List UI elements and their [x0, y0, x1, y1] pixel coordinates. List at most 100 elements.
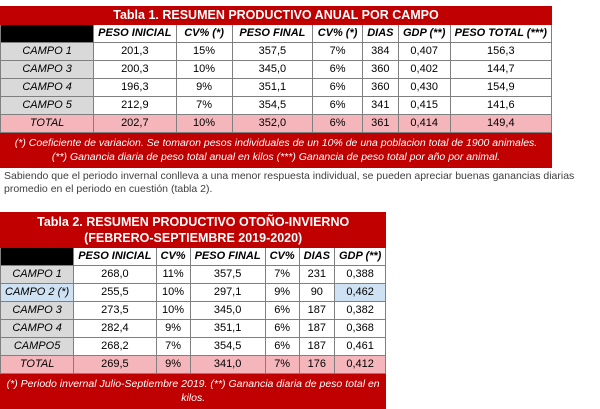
- table-cell: 0,461: [333, 337, 387, 356]
- table-1-header: PESO INICIAL: [93, 24, 177, 43]
- table-row: CAMPO5 268,2 7% 354,5 6% 187 0,461: [0, 337, 387, 356]
- table-cell: 176: [298, 355, 335, 374]
- table-cell: 352,0: [231, 114, 314, 133]
- table-1-footnote: (*) Coeficiente de variacion. Se tomaron…: [0, 132, 552, 168]
- table-cell: 361: [361, 114, 399, 133]
- table-cell: 15%: [175, 42, 233, 61]
- table-cell: 273,5: [73, 301, 157, 320]
- table-cell: 0,415: [397, 96, 451, 115]
- total-label: TOTAL: [0, 114, 95, 133]
- table-cell: 0,414: [397, 114, 451, 133]
- table-cell: 9%: [175, 78, 233, 97]
- table-cell: 7%: [312, 42, 363, 61]
- table-2-title-line1: Tabla 2. RESUMEN PRODUCTIVO OTOÑO-INVIER…: [37, 215, 350, 229]
- table-cell: 212,9: [93, 96, 177, 115]
- table-1-title: Tabla 1. RESUMEN PRODUCTIVO ANUAL POR CA…: [0, 6, 552, 25]
- table-cell: 7%: [264, 265, 300, 284]
- table-cell: 357,5: [189, 265, 266, 284]
- table-1-total-row: TOTAL 202,7 10% 352,0 6% 361 0,414 149,4: [0, 114, 553, 133]
- table-cell: 255,5: [73, 283, 157, 302]
- table-cell: 0,368: [333, 319, 387, 338]
- table-cell: 90: [298, 283, 335, 302]
- table-cell: 6%: [264, 301, 300, 320]
- row-label: CAMPO 3: [0, 301, 75, 320]
- table-cell: 0,402: [397, 60, 451, 79]
- table-cell: 351,1: [231, 78, 314, 97]
- table-cell: 6%: [312, 114, 363, 133]
- table-cell: 341,0: [189, 355, 266, 374]
- table-cell: 10%: [175, 114, 233, 133]
- table-cell: 269,5: [73, 355, 157, 374]
- table-row: CAMPO 3 273,5 10% 345,0 6% 187 0,382: [0, 301, 387, 320]
- table-2-header: CV%: [155, 247, 191, 266]
- table-cell: 154,9: [449, 78, 553, 97]
- table-cell: 6%: [312, 96, 363, 115]
- table-2-header: CV%: [264, 247, 300, 266]
- table-cell: 202,7: [93, 114, 177, 133]
- table-2-title-line2: (FEBRERO-SEPTIEMBRE 2019-2020): [84, 231, 303, 245]
- table-1: Tabla 1. RESUMEN PRODUCTIVO ANUAL POR CA…: [0, 6, 553, 168]
- table-1-header: DIAS: [361, 24, 399, 43]
- table-cell: 384: [361, 42, 399, 61]
- row-label: CAMPO 4: [0, 319, 75, 338]
- table-cell: 10%: [155, 283, 191, 302]
- table-1-header: CV% (*): [312, 24, 363, 43]
- table-cell: 9%: [155, 355, 191, 374]
- table-cell: 141,6: [449, 96, 553, 115]
- table-cell: 6%: [312, 60, 363, 79]
- table-cell: 200,3: [93, 60, 177, 79]
- table-row: CAMPO 1 268,0 11% 357,5 7% 231 0,388: [0, 265, 387, 284]
- table-row: CAMPO 4 196,3 9% 351,1 6% 360 0,430 154,…: [0, 78, 553, 97]
- table-cell: 7%: [264, 355, 300, 374]
- table-cell: 360: [361, 78, 399, 97]
- table-cell: 0,382: [333, 301, 387, 320]
- table-1-header: CV% (*): [175, 24, 233, 43]
- table-cell: 11%: [155, 265, 191, 284]
- table-cell: 7%: [175, 96, 233, 115]
- table-1-footnote-line2: (**) Ganancia diaria de peso total anual…: [51, 151, 501, 163]
- table-cell: 268,0: [73, 265, 157, 284]
- table-2: Tabla 2. RESUMEN PRODUCTIVO OTOÑO-INVIER…: [0, 212, 387, 409]
- table-cell: 187: [298, 319, 335, 338]
- table-1-header: GDP (**): [397, 24, 451, 43]
- table-2-header-row: PESO INICIAL CV% PESO FINAL CV% DIAS GDP…: [0, 247, 387, 266]
- table-cell: 144,7: [449, 60, 553, 79]
- table-2-header: DIAS: [298, 247, 335, 266]
- table-row: CAMPO 3 200,3 10% 345,0 6% 360 0,402 144…: [0, 60, 553, 79]
- body-paragraph: Sabiendo que el periodo invernal conllev…: [4, 170, 575, 195]
- table-cell: 156,3: [449, 42, 553, 61]
- row-label: CAMPO 3: [0, 60, 95, 79]
- table-1-header: PESO FINAL: [231, 24, 314, 43]
- row-label: CAMPO 5: [0, 96, 95, 115]
- table-cell: 7%: [155, 337, 191, 356]
- table-2-total-row: TOTAL 269,5 9% 341,0 7% 176 0,412: [0, 355, 387, 374]
- table-cell: 354,5: [189, 337, 266, 356]
- table-cell: 357,5: [231, 42, 314, 61]
- table-cell: 6%: [264, 319, 300, 338]
- table-cell: 351,1: [189, 319, 266, 338]
- table-row: CAMPO 1 201,3 15% 357,5 7% 384 0,407 156…: [0, 42, 553, 61]
- table-cell: 354,5: [231, 96, 314, 115]
- row-label: CAMPO5: [0, 337, 75, 356]
- table-cell: 187: [298, 337, 335, 356]
- table-1-header-row: PESO INICIAL CV% (*) PESO FINAL CV% (*) …: [0, 24, 553, 43]
- table-1-footnote-line1: (*) Coeficiente de variacion. Se tomaron…: [14, 137, 538, 149]
- table-2-header: PESO INICIAL: [73, 247, 157, 266]
- table-cell: 10%: [175, 60, 233, 79]
- table-cell: 282,4: [73, 319, 157, 338]
- table-cell: 6%: [264, 337, 300, 356]
- table-2-corner: [0, 247, 75, 266]
- table-1-header: PESO TOTAL (***): [449, 24, 553, 43]
- table-2-header: PESO FINAL: [189, 247, 266, 266]
- table-cell: 268,2: [73, 337, 157, 356]
- table-2-footnote: (*) Periodo invernal Julio-Septiembre 20…: [0, 373, 387, 409]
- total-label: TOTAL: [0, 355, 75, 374]
- table-cell: 201,3: [93, 42, 177, 61]
- row-label: CAMPO 2 (*): [0, 283, 75, 302]
- row-label: CAMPO 1: [0, 42, 95, 61]
- table-cell: 231: [298, 265, 335, 284]
- table-cell: 297,1: [189, 283, 266, 302]
- table-cell-highlighted: 0,462: [333, 283, 387, 302]
- table-cell: 10%: [155, 301, 191, 320]
- table-row: CAMPO 4 282,4 9% 351,1 6% 187 0,368: [0, 319, 387, 338]
